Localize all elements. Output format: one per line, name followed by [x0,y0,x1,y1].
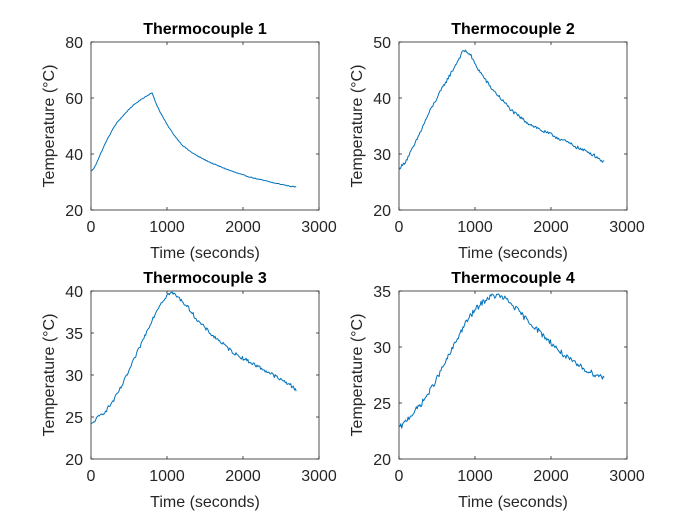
series-line [398,293,605,429]
series-line [90,92,297,188]
x-axis-label: Time (seconds) [458,245,568,262]
axes-box [90,41,320,211]
y-tick-label: 35 [373,284,391,301]
axes-box [398,41,628,211]
x-tick-label: 3000 [301,219,337,236]
x-tick-label: 3000 [301,468,337,485]
y-tick-label: 20 [65,203,83,220]
y-tick-label: 80 [65,35,83,52]
x-tick-label: 2000 [533,468,569,485]
x-axis-label: Time (seconds) [458,494,568,511]
y-axis-label: Temperature (°C) [41,314,58,437]
chart-title: Thermocouple 1 [143,21,267,38]
chart-title: Thermocouple 3 [143,270,267,287]
chart-title: Thermocouple 2 [451,21,575,38]
subplot-4: 0 1000 2000 3000 20 25 30 35 Thermocouple 4 Time … [349,270,645,511]
axes-box [90,290,320,460]
y-axis-label: Temperature (°C) [349,314,366,437]
y-tick-label: 40 [65,147,83,164]
x-tick-label: 0 [87,219,96,236]
x-tick-label: 1000 [149,219,185,236]
x-tick-label: 1000 [457,219,493,236]
subplot-2: 0 1000 2000 3000 20 30 40 50 Thermocouple 2 Time … [349,21,645,262]
x-tick-label: 0 [87,468,96,485]
x-tick-label: 2000 [225,219,261,236]
y-tick-label: 20 [373,203,391,220]
series-line [90,291,297,425]
x-tick-label: 0 [395,468,404,485]
y-tick-label: 30 [65,368,83,385]
y-tick-label: 25 [373,396,391,413]
y-tick-label: 40 [65,284,83,301]
series-line [398,49,605,170]
x-tick-label: 0 [395,219,404,236]
x-axis-label: Time (seconds) [150,494,260,511]
y-tick-label: 40 [373,91,391,108]
y-tick-label: 30 [373,147,391,164]
x-tick-label: 1000 [149,468,185,485]
y-axis-label: Temperature (°C) [349,65,366,188]
x-tick-label: 1000 [457,468,493,485]
chart-title: Thermocouple 4 [451,270,575,287]
y-axis-label: Temperature (°C) [41,65,58,188]
subplot-3: 0 1000 2000 3000 20 25 30 35 40 Thermocouple 3 Tim… [41,270,337,511]
y-tick-label: 60 [65,91,83,108]
y-tick-label: 35 [65,326,83,343]
x-axis-label: Time (seconds) [150,245,260,262]
y-tick-label: 25 [65,410,83,427]
y-tick-label: 50 [373,35,391,52]
y-tick-label: 30 [373,340,391,357]
x-tick-label: 2000 [225,468,261,485]
y-tick-label: 20 [373,452,391,469]
subplot-1: 0 1000 2000 3000 20 40 60 80 Thermocouple 1 Time … [41,21,337,262]
y-tick-label: 20 [65,452,83,469]
x-tick-label: 3000 [609,219,645,236]
x-tick-label: 2000 [533,219,569,236]
x-tick-label: 3000 [609,468,645,485]
